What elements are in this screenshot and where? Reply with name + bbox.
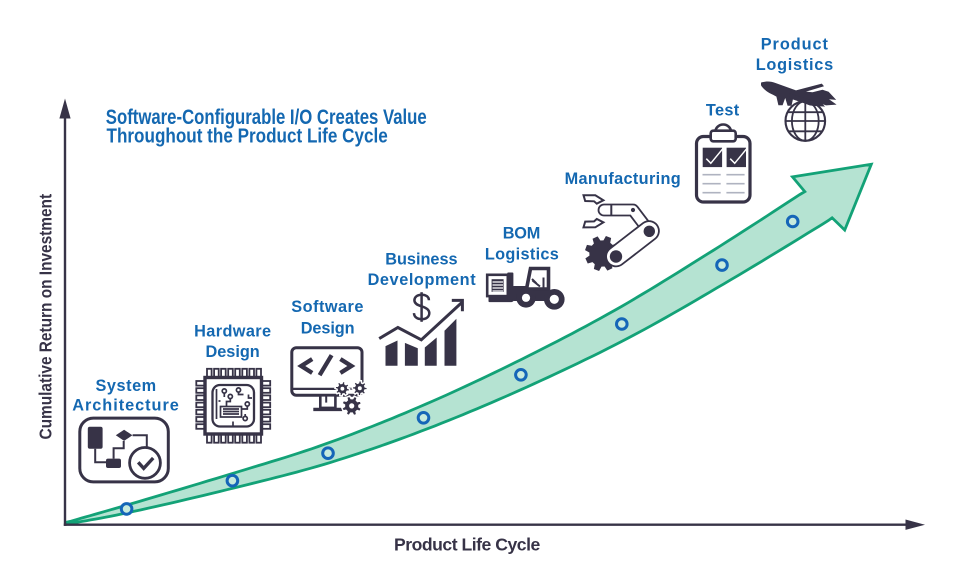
svg-text:Throughout the Product Life Cy: Throughout the Product Life Cycle	[107, 125, 388, 148]
svg-text:Software-Configurable I/O Crea: Software-Configurable I/O Creates Value	[106, 106, 427, 129]
svg-text:System: System	[95, 377, 156, 395]
svg-text:BOM: BOM	[503, 225, 540, 243]
svg-text:Software: Software	[291, 298, 364, 316]
svg-text:Logistics: Logistics	[756, 56, 834, 74]
svg-text:Logistics: Logistics	[485, 245, 559, 263]
svg-text:Test: Test	[706, 101, 740, 119]
svg-text:Manufacturing: Manufacturing	[565, 170, 681, 188]
svg-text:Architecture: Architecture	[72, 397, 180, 415]
svg-text:Development: Development	[368, 271, 477, 289]
svg-text:Cumulative Return on Investmen: Cumulative Return on Investment	[36, 193, 55, 439]
svg-text:Product: Product	[761, 35, 829, 53]
svg-text:Design: Design	[205, 343, 259, 361]
svg-text:Product Life Cycle: Product Life Cycle	[394, 535, 541, 555]
svg-text:Business: Business	[385, 251, 457, 269]
svg-text:Hardware: Hardware	[194, 323, 271, 341]
svg-text:Design: Design	[301, 320, 355, 338]
